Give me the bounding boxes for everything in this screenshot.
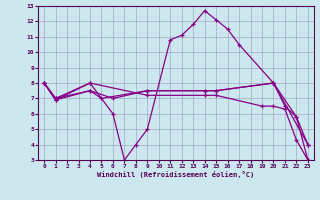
X-axis label: Windchill (Refroidissement éolien,°C): Windchill (Refroidissement éolien,°C): [97, 171, 255, 178]
